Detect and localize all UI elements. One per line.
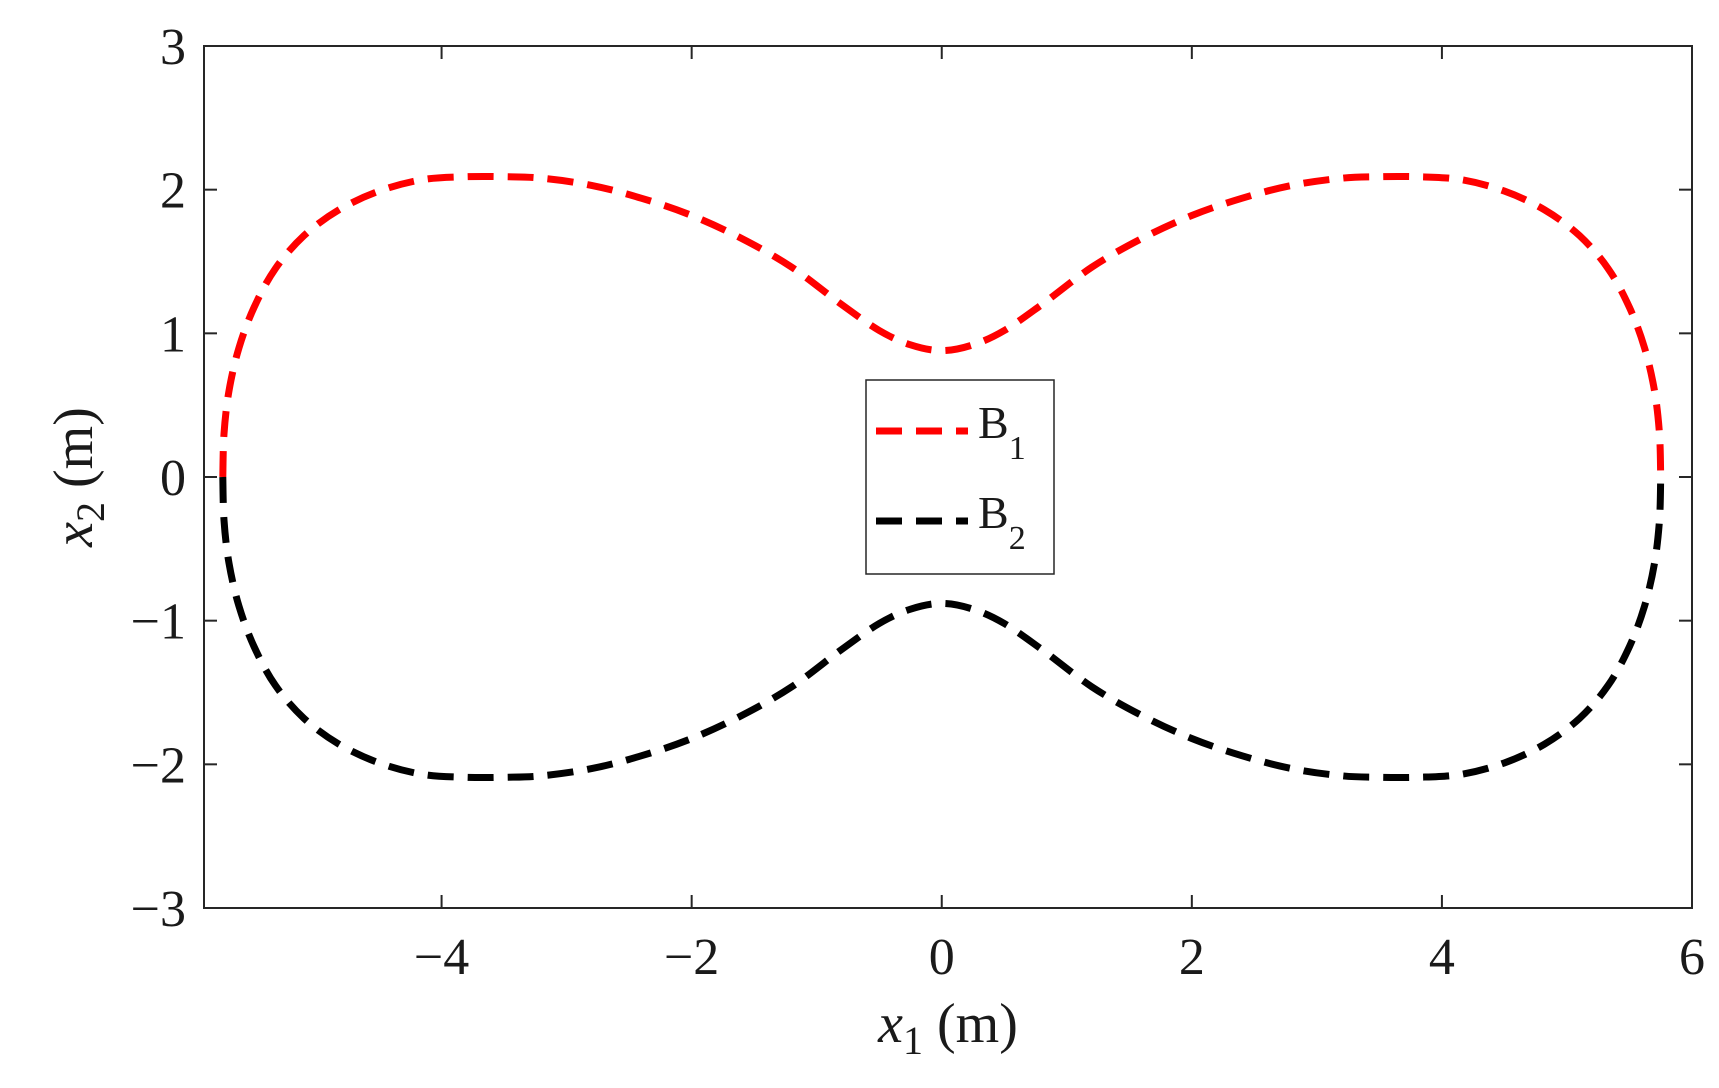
- y-axis-label-var: x: [43, 522, 105, 548]
- x-tick-label: −4: [414, 929, 469, 986]
- legend: B1 B2: [865, 379, 1055, 575]
- series-line-b2: [219, 476, 1665, 782]
- y-tick-label: −1: [131, 594, 186, 651]
- x-tick-label: 2: [1179, 929, 1205, 986]
- x-tick-label: 6: [1679, 929, 1705, 986]
- legend-label-b2-name: B: [978, 487, 1009, 538]
- y-axis-label: x2 (m): [43, 407, 113, 548]
- legend-box: [865, 379, 1055, 575]
- y-tick-label: 3: [160, 19, 186, 76]
- x-axis-label-unit: (m): [937, 993, 1018, 1055]
- ticks-layer: −4 −2 0 2 4 6 −3 −2 −1 0 1 2 3: [131, 19, 1705, 986]
- y-tick-label: −2: [131, 737, 186, 794]
- y-tick-label: 1: [160, 306, 186, 363]
- legend-label-b2-sub: 2: [1009, 520, 1026, 557]
- series-layer: [219, 172, 1665, 782]
- x-axis-label-sub: 1: [903, 1018, 923, 1063]
- legend-label-b2: B2: [978, 487, 1026, 557]
- y-tick-label: −3: [131, 881, 186, 938]
- y-tick-label: 0: [160, 450, 186, 507]
- x-axis-label-var: x: [877, 993, 903, 1055]
- legend-label-b1-name: B: [978, 397, 1009, 448]
- x-axis-label: x1 (m): [877, 993, 1018, 1063]
- y-tick-label: 2: [160, 163, 186, 220]
- x-tick-label: 4: [1429, 929, 1455, 986]
- y-axis-label-unit: (m): [43, 407, 105, 488]
- x-tick-label: 0: [929, 929, 955, 986]
- y-axis-label-sub: 2: [68, 502, 113, 522]
- legend-label-b1: B1: [978, 397, 1026, 467]
- x-tick-label: −2: [664, 929, 719, 986]
- series-line-b1: [219, 172, 1665, 478]
- legend-label-b1-sub: 1: [1009, 430, 1026, 467]
